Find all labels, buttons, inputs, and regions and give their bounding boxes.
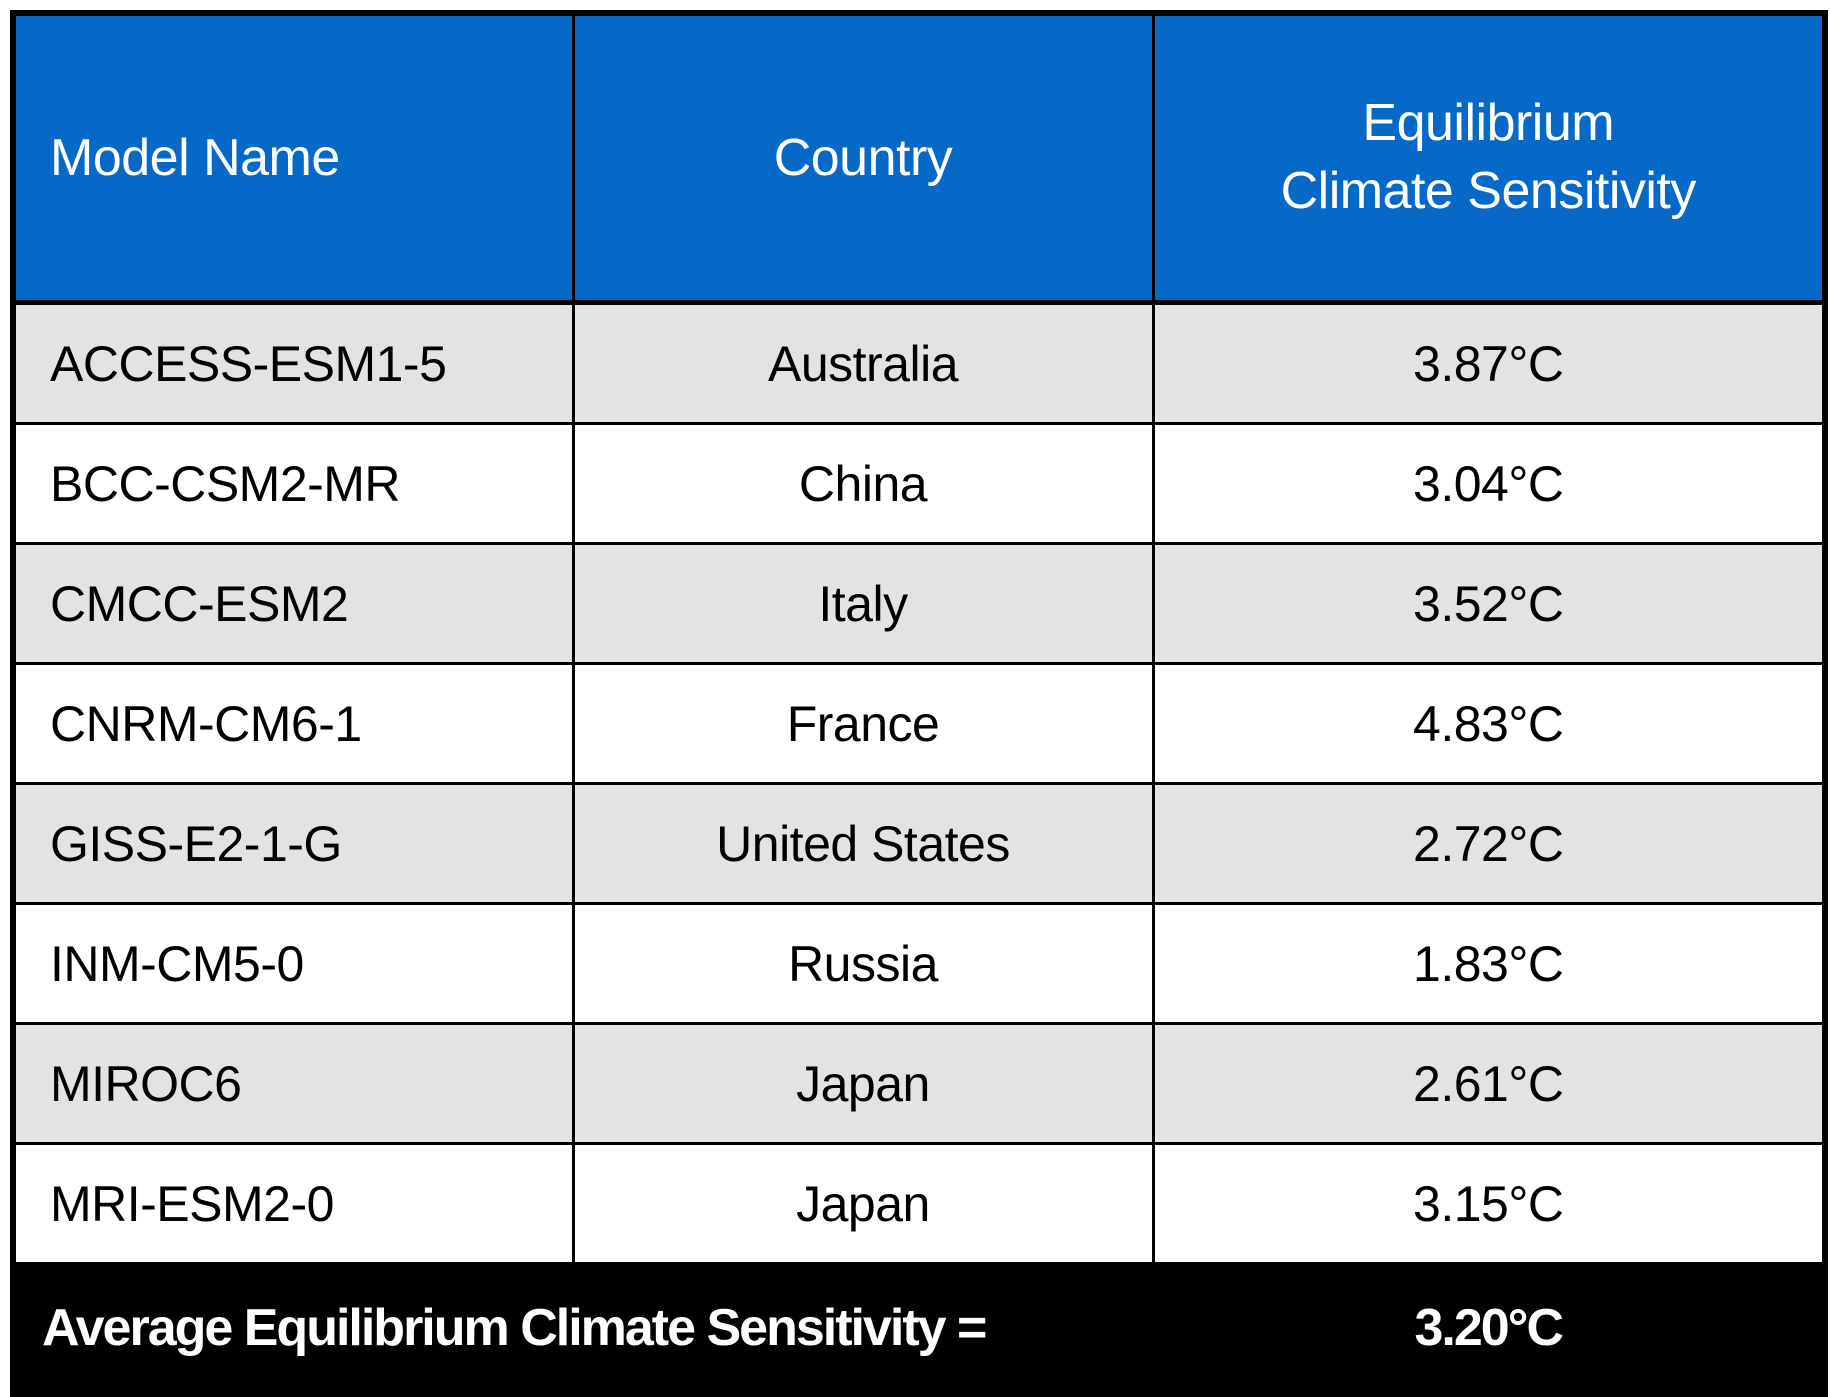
cell-ecs: 3.52°C — [1151, 542, 1827, 665]
cell-country: France — [571, 662, 1155, 785]
cell-ecs: 3.04°C — [1151, 422, 1827, 545]
summary-row: Average Equilibrium Climate Sensitivity … — [11, 1262, 1827, 1396]
cell-ecs: 3.15°C — [1151, 1142, 1827, 1265]
table-row: ACCESS-ESM1-5 Australia 3.87°C — [11, 301, 1827, 425]
header-row: Model Name Country Equilibrium Climate S… — [11, 11, 1827, 305]
cell-country: Russia — [571, 902, 1155, 1025]
cell-country: Japan — [571, 1142, 1155, 1265]
header-ecs: Equilibrium Climate Sensitivity — [1151, 11, 1827, 305]
table-row: MRI-ESM2-0 Japan 3.15°C — [11, 1142, 1827, 1265]
cell-model: ACCESS-ESM1-5 — [11, 301, 575, 425]
table-row: GISS-E2-1-G United States 2.72°C — [11, 782, 1827, 905]
cell-ecs: 2.61°C — [1151, 1022, 1827, 1145]
cell-country: Italy — [571, 542, 1155, 665]
table-row: CMCC-ESM2 Italy 3.52°C — [11, 542, 1827, 665]
summary-value: 3.20°C — [1151, 1262, 1827, 1396]
table-row: MIROC6 Japan 2.61°C — [11, 1022, 1827, 1145]
cell-ecs: 4.83°C — [1151, 662, 1827, 785]
cell-ecs: 2.72°C — [1151, 782, 1827, 905]
cell-model: CMCC-ESM2 — [11, 542, 575, 665]
header-country: Country — [571, 11, 1155, 305]
cell-model: MRI-ESM2-0 — [11, 1142, 575, 1265]
cell-model: BCC-CSM2-MR — [11, 422, 575, 545]
table-row: INM-CM5-0 Russia 1.83°C — [11, 902, 1827, 1025]
cell-model: GISS-E2-1-G — [11, 782, 575, 905]
cell-country: Japan — [571, 1022, 1155, 1145]
cell-country: Australia — [571, 301, 1155, 425]
cell-ecs: 3.87°C — [1151, 301, 1827, 425]
climate-sensitivity-table: Model Name Country Equilibrium Climate S… — [10, 10, 1828, 1397]
cell-ecs: 1.83°C — [1151, 902, 1827, 1025]
cell-country: China — [571, 422, 1155, 545]
header-model-name: Model Name — [11, 11, 575, 305]
table-row: BCC-CSM2-MR China 3.04°C — [11, 422, 1827, 545]
cell-model: CNRM-CM6-1 — [11, 662, 575, 785]
cell-model: MIROC6 — [11, 1022, 575, 1145]
summary-label: Average Equilibrium Climate Sensitivity … — [11, 1262, 1155, 1396]
cell-country: United States — [571, 782, 1155, 905]
table-row: CNRM-CM6-1 France 4.83°C — [11, 662, 1827, 785]
cell-model: INM-CM5-0 — [11, 902, 575, 1025]
